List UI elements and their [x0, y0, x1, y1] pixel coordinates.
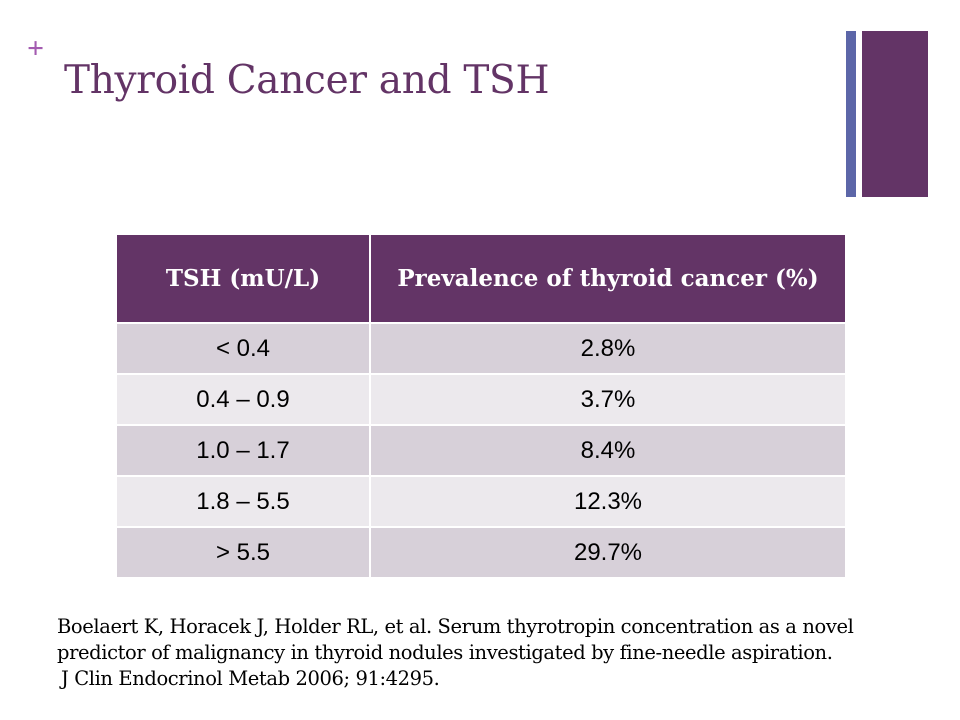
column-header-prevalence: Prevalence of thyroid cancer (%) — [369, 235, 845, 323]
table-row: < 0.4 2.8% — [117, 322, 845, 374]
prevalence-cell: 8.4% — [369, 424, 845, 476]
tsh-range-cell: 0.4 – 0.9 — [117, 373, 370, 425]
column-header-tsh: TSH (mU/L) — [117, 235, 370, 323]
table-row: > 5.5 29.7% — [117, 526, 845, 577]
table-row: 0.4 – 0.9 3.7% — [117, 373, 845, 425]
slide-title: Thyroid Cancer and TSH — [64, 58, 550, 103]
tsh-range-cell: 1.8 – 5.5 — [117, 475, 370, 527]
tsh-prevalence-table: TSH (mU/L) Prevalence of thyroid cancer … — [117, 235, 845, 577]
tsh-range-cell: < 0.4 — [117, 322, 370, 374]
table-row: 1.0 – 1.7 8.4% — [117, 424, 845, 476]
table-row: 1.8 – 5.5 12.3% — [117, 475, 845, 527]
prevalence-cell: 29.7% — [369, 526, 845, 577]
plus-mark: + — [27, 32, 45, 65]
tsh-range-cell: 1.0 – 1.7 — [117, 424, 370, 476]
citation-line: J Clin Endocrinol Metab 2006; 91:4295. — [61, 667, 440, 690]
citation-line: predictor of malignancy in thyroid nodul… — [57, 641, 833, 664]
citation: Boelaert K, Horacek J, Holder RL, et al.… — [57, 614, 957, 692]
tsh-range-cell: > 5.5 — [117, 526, 370, 577]
decorative-bar-thick — [862, 31, 928, 197]
prevalence-cell: 3.7% — [369, 373, 845, 425]
prevalence-cell: 2.8% — [369, 322, 845, 374]
table-header-row: TSH (mU/L) Prevalence of thyroid cancer … — [117, 235, 845, 323]
decorative-bar-thin — [846, 31, 856, 197]
citation-line: Boelaert K, Horacek J, Holder RL, et al.… — [57, 615, 854, 638]
prevalence-cell: 12.3% — [369, 475, 845, 527]
